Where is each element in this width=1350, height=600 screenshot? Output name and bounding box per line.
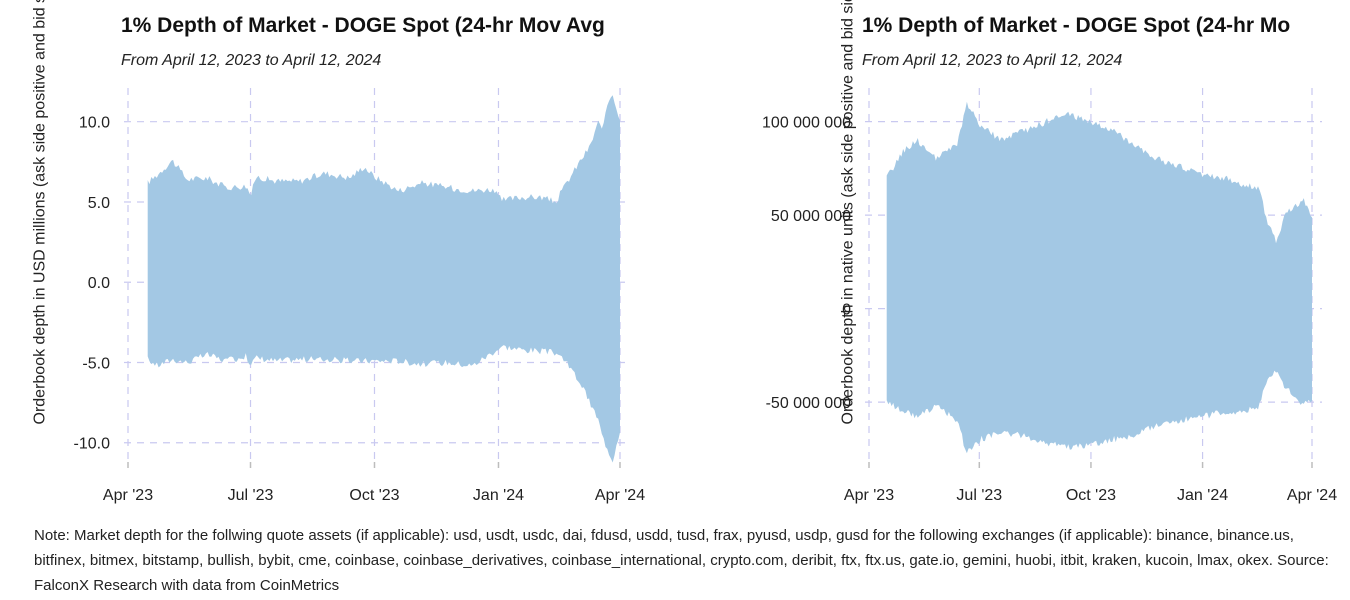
x-tick-label: Apr '24 — [595, 487, 645, 504]
y-tick-label: 0.0 — [88, 275, 110, 292]
source-note: Note: Market depth for the follwing quot… — [34, 527, 1329, 594]
y-tick-label: 100 000 000 — [762, 115, 851, 132]
x-tick-label: Apr '24 — [1287, 487, 1337, 504]
y-axis: 100 000 000 50 000 000 0 -50 000 000 — [762, 115, 851, 413]
y-tick-label: -5.0 — [82, 355, 110, 372]
x-tick-label: Jul '23 — [956, 487, 1002, 504]
chart-title: 1% Depth of Market - DOGE Spot (24-hr Mo… — [121, 14, 605, 37]
plot-area: Apr '23 Jul '23 Oct '23 Jan '24 Apr '24 10.0 5… — [74, 88, 645, 504]
x-tick-label: Oct '23 — [349, 487, 399, 504]
y-tick-label: 50 000 000 — [771, 208, 851, 225]
y-tick-label: 5.0 — [88, 195, 110, 212]
y-axis: 10.0 5.0 0.0 -5.0 -10.0 — [74, 115, 111, 453]
depth-area — [147, 95, 620, 463]
chart-left: 1% Depth of Market - DOGE Spot (24-hr Mo… — [0, 0, 675, 510]
x-axis: Apr '23 Jul '23 Oct '23 Jan '24 Apr '24 — [103, 462, 645, 504]
x-axis: Apr '23 Jul '23 Oct '23 Jan '24 Apr '24 — [844, 462, 1337, 504]
x-tick-label: Jan '24 — [1177, 487, 1228, 504]
chart-title: 1% Depth of Market - DOGE Spot (24-hr Mo — [862, 14, 1291, 37]
x-tick-label: Apr '23 — [844, 487, 894, 504]
chart-subtitle: From April 12, 2023 to April 12, 2024 — [121, 52, 382, 69]
y-tick-label: -50 000 000 — [766, 395, 852, 412]
y-tick-label: -10.0 — [74, 436, 111, 453]
x-tick-label: Oct '23 — [1066, 487, 1116, 504]
x-tick-label: Apr '23 — [103, 487, 153, 504]
x-tick-label: Jan '24 — [473, 487, 524, 504]
plot-area: Apr '23 Jul '23 Oct '23 Jan '24 Apr '24 100 0… — [762, 88, 1337, 504]
depth-area — [886, 101, 1312, 454]
chart-right: 1% Depth of Market - DOGE Spot (24-hr Mo… — [675, 0, 1350, 510]
y-tick-label: 0 — [842, 302, 851, 319]
x-tick-label: Jul '23 — [228, 487, 274, 504]
chart-subtitle: From April 12, 2023 to April 12, 2024 — [862, 52, 1123, 69]
y-tick-label: 10.0 — [79, 115, 110, 132]
